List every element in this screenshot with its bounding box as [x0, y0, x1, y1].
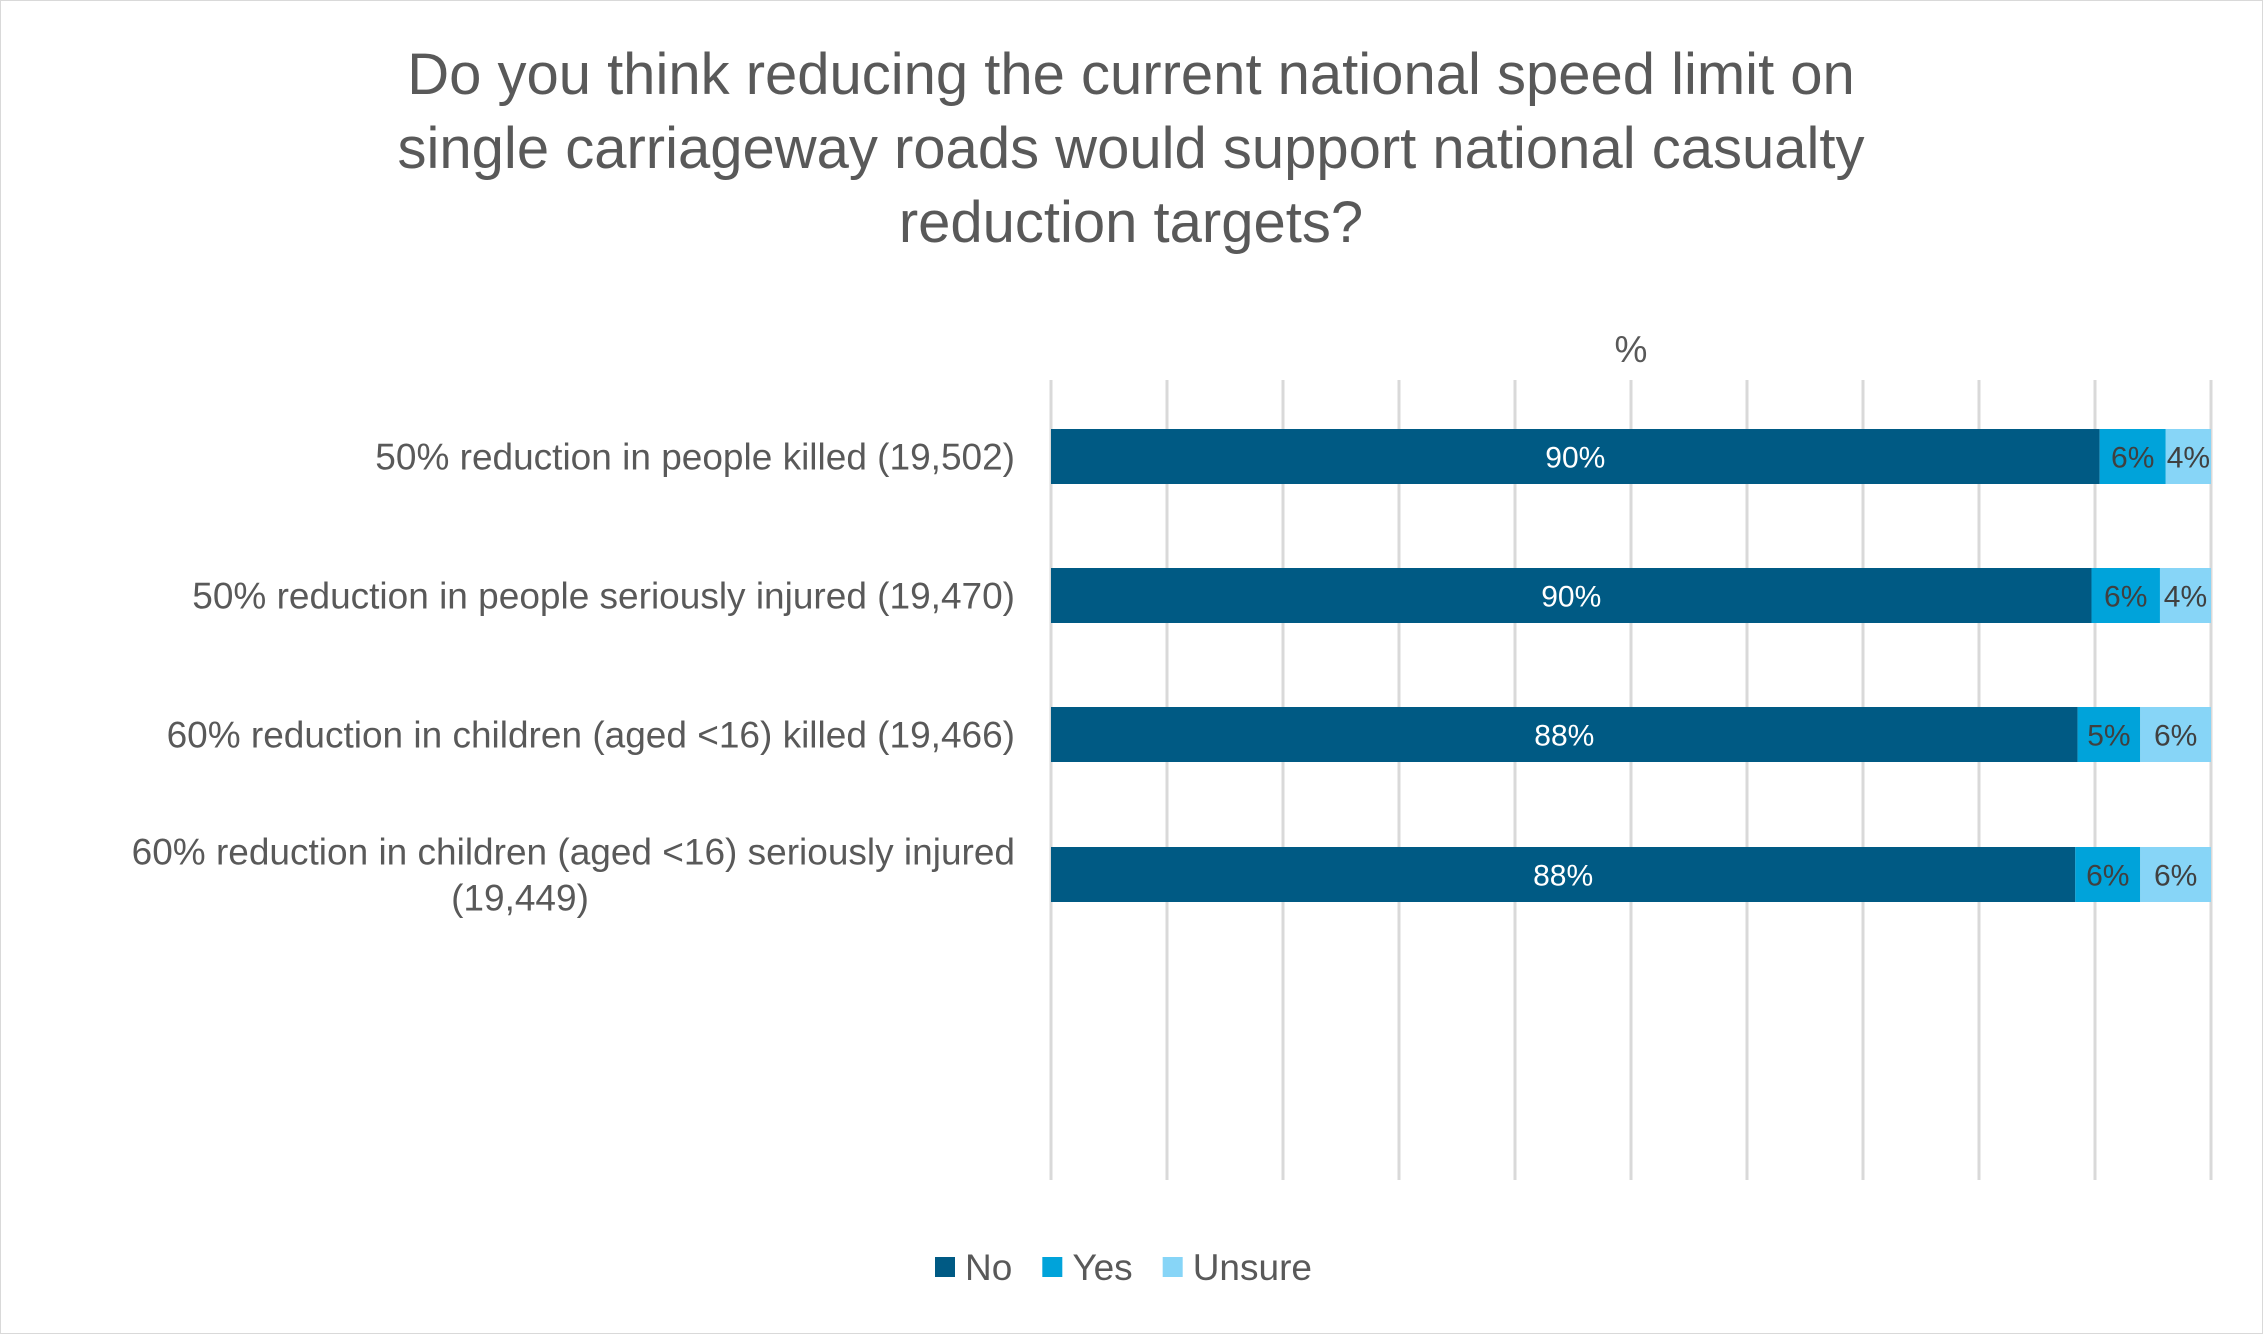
category-label: 50% reduction in people seriously injure…: [192, 576, 1015, 617]
x-axis-label: %: [1615, 329, 1648, 370]
bars: 90% 6% 4% 90% 6% 4% 88% 5% 6% 88% 6% 6%: [1051, 429, 2211, 902]
data-label: 6%: [2154, 860, 2197, 893]
data-label: 88%: [1533, 860, 1593, 893]
legend-label: Unsure: [1193, 1247, 1312, 1288]
data-label: 6%: [2154, 720, 2197, 753]
data-label: 6%: [2086, 860, 2129, 893]
chart-title-line: Do you think reducing the current nation…: [407, 42, 1855, 107]
legend-swatch-yes: [1042, 1257, 1063, 1277]
chart-title-line: single carriageway roads would support n…: [398, 116, 1865, 181]
bar-segment-yes: [2077, 707, 2141, 762]
chart-title: Do you think reducing the current nation…: [398, 42, 1865, 255]
data-label: 5%: [2087, 720, 2130, 753]
bar-segment-unsure: [2165, 429, 2211, 484]
legend-label: No: [965, 1247, 1012, 1288]
category-label: 60% reduction in children (aged <16) kil…: [167, 715, 1015, 756]
data-label: 90%: [1541, 581, 1601, 614]
category-label: 60% reduction in children (aged <16) ser…: [132, 832, 1015, 873]
data-label: 6%: [2104, 581, 2147, 614]
bar-segment-yes: [2075, 847, 2141, 902]
gridlines: [1049, 380, 2213, 1180]
bar-segment-no: [1051, 847, 2076, 902]
category-label: (19,449): [451, 878, 589, 919]
category-labels: 50% reduction in people killed (19,502) 5…: [132, 437, 1015, 919]
legend: No Yes Unsure: [935, 1247, 1312, 1288]
data-label: 6%: [2111, 442, 2154, 475]
category-label: 50% reduction in people killed (19,502): [375, 437, 1015, 478]
bar-segment-no: [1051, 429, 2100, 484]
legend-label: Yes: [1072, 1247, 1132, 1288]
data-label: 4%: [2164, 581, 2207, 614]
legend-swatch-unsure: [1162, 1257, 1183, 1277]
data-label: 4%: [2167, 442, 2210, 475]
data-label: 88%: [1534, 720, 1594, 753]
bar-segment-unsure: [2159, 568, 2211, 623]
bar-segment-yes: [2099, 429, 2166, 484]
bar-segment-yes: [2091, 568, 2160, 623]
bar-segment-unsure: [2140, 707, 2211, 762]
data-label: 90%: [1545, 442, 1605, 475]
chart-title-line: reduction targets?: [899, 190, 1363, 255]
bar-segment-no: [1051, 707, 2078, 762]
legend-swatch-no: [935, 1257, 955, 1277]
bar-segment-unsure: [2140, 847, 2211, 902]
bar-segment-no: [1051, 568, 2092, 623]
